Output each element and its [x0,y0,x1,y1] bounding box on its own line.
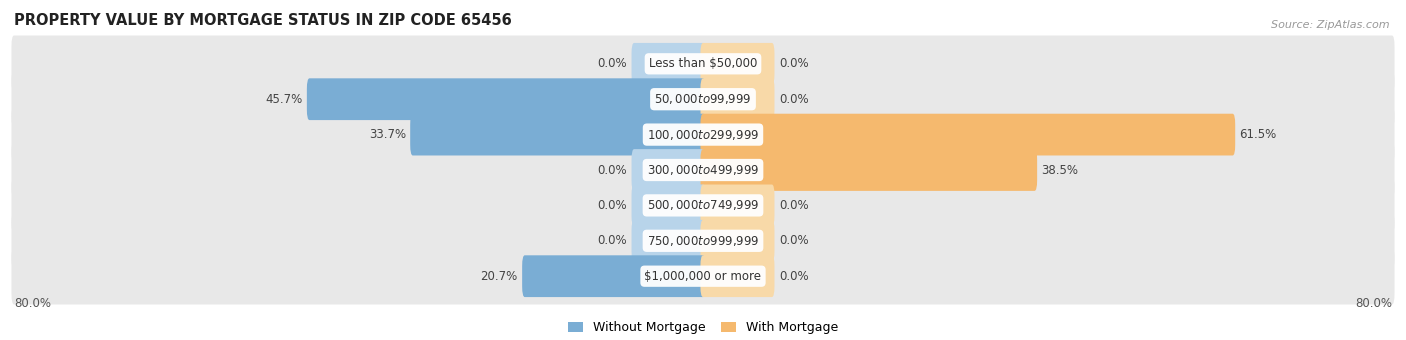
Text: 0.0%: 0.0% [598,57,627,70]
Text: Less than $50,000: Less than $50,000 [648,57,758,70]
Text: 0.0%: 0.0% [779,234,808,247]
FancyBboxPatch shape [11,212,1395,269]
Text: 0.0%: 0.0% [598,199,627,212]
FancyBboxPatch shape [631,149,706,191]
FancyBboxPatch shape [700,78,775,120]
Text: 38.5%: 38.5% [1042,164,1078,176]
Text: $100,000 to $299,999: $100,000 to $299,999 [647,128,759,141]
FancyBboxPatch shape [11,35,1395,92]
Text: $1,000,000 or more: $1,000,000 or more [644,270,762,283]
Text: $750,000 to $999,999: $750,000 to $999,999 [647,234,759,248]
FancyBboxPatch shape [11,142,1395,198]
FancyBboxPatch shape [700,220,775,262]
Text: 61.5%: 61.5% [1240,128,1277,141]
Text: $50,000 to $99,999: $50,000 to $99,999 [654,92,752,106]
FancyBboxPatch shape [700,149,1038,191]
Text: 20.7%: 20.7% [481,270,517,283]
Text: 0.0%: 0.0% [779,93,808,106]
Text: 0.0%: 0.0% [598,234,627,247]
FancyBboxPatch shape [11,177,1395,234]
FancyBboxPatch shape [700,255,775,297]
FancyBboxPatch shape [11,71,1395,128]
FancyBboxPatch shape [700,185,775,226]
Text: 0.0%: 0.0% [779,199,808,212]
Text: 0.0%: 0.0% [779,57,808,70]
Text: 80.0%: 80.0% [1355,298,1392,310]
FancyBboxPatch shape [631,220,706,262]
FancyBboxPatch shape [11,106,1395,163]
FancyBboxPatch shape [700,43,775,85]
Legend: Without Mortgage, With Mortgage: Without Mortgage, With Mortgage [562,317,844,339]
Text: $500,000 to $749,999: $500,000 to $749,999 [647,199,759,212]
FancyBboxPatch shape [700,114,1236,155]
Text: 80.0%: 80.0% [14,298,51,310]
FancyBboxPatch shape [307,78,706,120]
FancyBboxPatch shape [11,248,1395,305]
FancyBboxPatch shape [522,255,706,297]
Text: PROPERTY VALUE BY MORTGAGE STATUS IN ZIP CODE 65456: PROPERTY VALUE BY MORTGAGE STATUS IN ZIP… [14,13,512,29]
FancyBboxPatch shape [631,185,706,226]
FancyBboxPatch shape [411,114,706,155]
FancyBboxPatch shape [631,43,706,85]
Text: Source: ZipAtlas.com: Source: ZipAtlas.com [1271,20,1389,30]
Text: $300,000 to $499,999: $300,000 to $499,999 [647,163,759,177]
Text: 0.0%: 0.0% [598,164,627,176]
Text: 33.7%: 33.7% [368,128,406,141]
Text: 0.0%: 0.0% [779,270,808,283]
Text: 45.7%: 45.7% [266,93,302,106]
